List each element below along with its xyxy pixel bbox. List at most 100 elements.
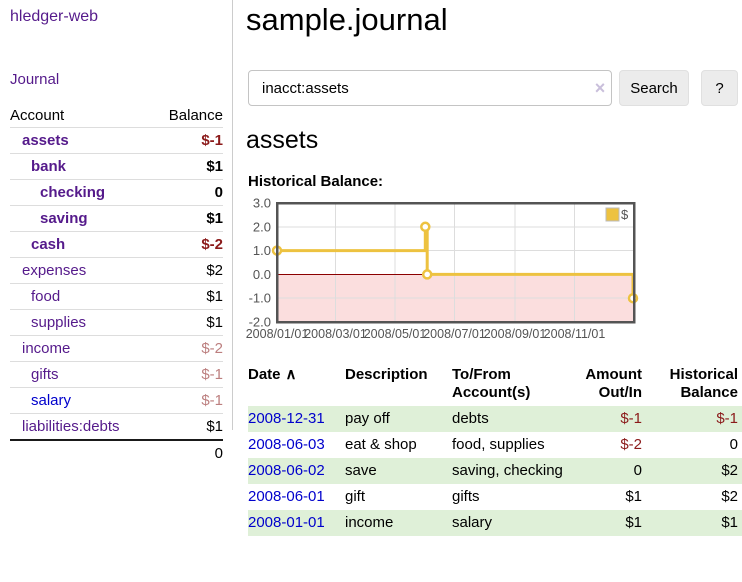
account-link-checking[interactable]: checking [40, 184, 106, 201]
account-balance: $2 [152, 257, 223, 284]
account-row-supplies: supplies $1 [10, 309, 223, 336]
svg-text:2008/03/01: 2008/03/01 [304, 327, 367, 341]
account-link-food[interactable]: food [31, 288, 61, 305]
accounts-table-header: Account Balance [10, 104, 223, 128]
account-balance: 0 [152, 179, 223, 206]
account-row-assets: assets $-1 [10, 127, 223, 154]
account-balance: $1 [152, 283, 223, 310]
account-row-gifts: gifts $-1 [10, 361, 223, 388]
page-title: sample.journal [246, 2, 448, 37]
historical-balance-chart: $3.0 2.0 1.0 0.0 -1.0 -2.0 2008/01/01 2008/03/0… [243, 196, 742, 348]
date-column-header[interactable]: Date ∧ [248, 366, 297, 383]
account-balance: $1 [152, 153, 223, 180]
accounts-column-header: Account [10, 107, 65, 124]
svg-text:2008/07/01: 2008/07/01 [423, 327, 486, 341]
account-balance: $1 [152, 205, 223, 232]
register-table: Date ∧ Description To/From Account(s) Amo… [248, 362, 742, 536]
account-balance: $1 [152, 309, 223, 336]
svg-text:2008/11/01: 2008/11/01 [544, 327, 606, 341]
svg-text:2008/01/01: 2008/01/01 [246, 327, 309, 341]
transaction-amount: $1 [625, 514, 642, 531]
svg-text:1.0: 1.0 [253, 243, 271, 258]
svg-text:0.0: 0.0 [253, 267, 271, 282]
account-page-title: assets [246, 126, 319, 154]
transaction-balance: $1 [721, 514, 738, 531]
account-link-assets[interactable]: assets [22, 132, 69, 149]
amount-column-header: Amount Out/In [585, 366, 642, 401]
account-row-bank: bank $1 [10, 153, 223, 180]
account-link-expenses[interactable]: expenses [22, 262, 87, 279]
balance-column-header: Historical Balance [669, 366, 738, 401]
account-row-expenses: expenses $2 [10, 257, 223, 284]
account-row-checking: checking 0 [10, 179, 223, 206]
transaction-accounts: salary [452, 514, 493, 531]
svg-text:-2.0: -2.0 [249, 315, 271, 330]
sidebar-divider [232, 0, 233, 430]
transaction-balance: 0 [729, 436, 738, 453]
account-balance: $-1 [152, 387, 223, 414]
transaction-date-link[interactable]: 2008-06-02 [248, 462, 325, 479]
account-balance: $-2 [152, 335, 223, 362]
transaction-description: eat & shop [345, 436, 417, 453]
transaction-description: pay off [345, 410, 390, 427]
transaction-description: save [345, 462, 377, 479]
register-header-row: Date ∧ Description To/From Account(s) Amo… [248, 362, 742, 406]
svg-text:2.0: 2.0 [253, 219, 271, 234]
svg-text:3.0: 3.0 [253, 196, 271, 211]
transaction-accounts: saving, checking [452, 462, 563, 479]
chart-label: Historical Balance: [248, 173, 384, 190]
account-link-liabilities-debts[interactable]: liabilities:debts [22, 418, 120, 435]
transaction-description: income [345, 514, 394, 531]
account-link-bank[interactable]: bank [31, 158, 67, 175]
transaction-accounts: gifts [452, 488, 480, 505]
search-input[interactable] [248, 70, 612, 106]
transaction-balance: $2 [721, 462, 738, 479]
search-button[interactable]: Search [619, 70, 689, 106]
transaction-amount: $1 [625, 488, 642, 505]
transaction-date-link[interactable]: 2008-01-01 [248, 514, 325, 531]
accounts-table: Account Balance assets $-1 bank $1 check… [10, 104, 223, 466]
account-balance: $1 [152, 413, 223, 440]
account-row-food: food $1 [10, 283, 223, 310]
app-title-link[interactable]: hledger-web [10, 8, 99, 25]
sort-ascending-icon: ∧ [285, 366, 297, 383]
transaction-amount: $-1 [620, 410, 642, 427]
account-row-saving: saving $1 [10, 205, 223, 232]
accounts-total-row: 0 [10, 439, 223, 466]
account-link-saving[interactable]: saving [40, 210, 88, 227]
transaction-accounts: debts [452, 410, 489, 427]
transaction-balance: $-1 [716, 410, 738, 427]
accounts-column-header: To/From Account(s) [452, 366, 531, 401]
svg-text:-1.0: -1.0 [249, 291, 271, 306]
transaction-amount: 0 [633, 462, 642, 479]
register-row: 2008-12-31 pay off debts $-1 $-1 [248, 406, 742, 432]
account-row-cash: cash $-2 [10, 231, 223, 258]
account-link-gifts[interactable]: gifts [31, 366, 59, 383]
description-column-header: Description [345, 366, 428, 383]
svg-text:2008/09/01: 2008/09/01 [484, 327, 547, 341]
clear-search-icon[interactable]: × [594, 78, 606, 98]
register-row: 2008-06-01 gift gifts $1 $2 [248, 484, 742, 510]
transaction-date-link[interactable]: 2008-06-03 [248, 436, 325, 453]
register-row: 2008-01-01 income salary $1 $1 [248, 510, 742, 536]
transaction-accounts: food, supplies [452, 436, 545, 453]
account-balance: $-1 [152, 361, 223, 388]
account-link-income[interactable]: income [22, 340, 71, 357]
svg-text:2008/05/01: 2008/05/01 [364, 327, 427, 341]
transaction-date-link[interactable]: 2008-12-31 [248, 410, 325, 427]
account-balance: $-2 [152, 231, 223, 258]
register-row: 2008-06-03 eat & shop food, supplies $-2… [248, 432, 742, 458]
account-link-salary[interactable]: salary [31, 392, 72, 409]
transaction-balance: $2 [721, 488, 738, 505]
transaction-date-link[interactable]: 2008-06-01 [248, 488, 325, 505]
account-link-supplies[interactable]: supplies [31, 314, 87, 331]
account-row-liabilities-debts: liabilities:debts $1 [10, 413, 223, 440]
accounts-total-value: 0 [152, 439, 223, 466]
help-button[interactable]: ? [701, 70, 738, 106]
svg-text:$: $ [621, 207, 629, 222]
sidebar-item-journal[interactable]: Journal [10, 71, 60, 88]
balance-column-header: Balance [168, 107, 223, 124]
account-row-income: income $-2 [10, 335, 223, 362]
account-link-cash[interactable]: cash [31, 236, 66, 253]
